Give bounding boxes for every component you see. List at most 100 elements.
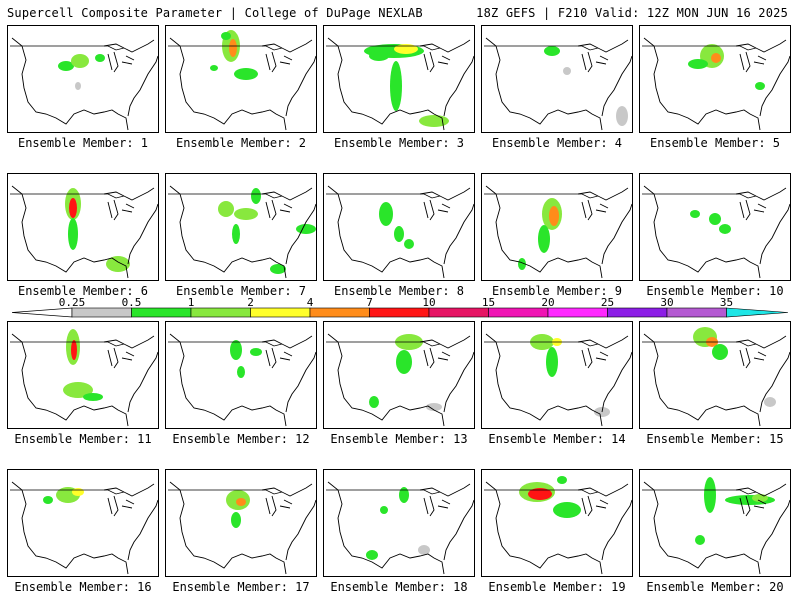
ensemble-member-map (323, 25, 475, 133)
scp-contour-area (426, 403, 442, 411)
map-boundary (419, 43, 451, 73)
conus-map (10, 185, 158, 279)
ensemble-member-map (165, 469, 317, 577)
scp-contour-area (709, 213, 721, 225)
colorbar-segment (190, 307, 251, 318)
map-boundary (642, 483, 787, 497)
map-boundary (484, 39, 629, 53)
conus-map (168, 333, 316, 427)
colorbar-tick-label: 15 (481, 296, 496, 309)
map-boundary (10, 335, 155, 349)
map-boundary (642, 335, 787, 349)
conus-map (484, 333, 632, 427)
map-boundary (735, 43, 767, 73)
ensemble-member-map (7, 173, 159, 281)
scp-contour-area (75, 82, 81, 90)
map-boundary (643, 333, 790, 427)
conus-map (484, 476, 632, 575)
map-boundary (169, 333, 316, 427)
map-boundary (484, 335, 629, 349)
colorbar-tick-label: 7 (366, 296, 373, 309)
map-boundary (103, 487, 135, 517)
scp-contour-area (250, 348, 262, 356)
scp-contour-area (695, 535, 705, 545)
ensemble-member-map (639, 25, 791, 133)
map-boundary (10, 187, 155, 201)
ensemble-member-map (7, 321, 159, 429)
ensemble-member-label: Ensemble Member: 19 (488, 580, 626, 594)
map-boundary (261, 487, 293, 517)
conus-map (642, 37, 790, 131)
scp-contour-area (71, 54, 89, 68)
conus-map (326, 333, 474, 427)
ensemble-member-label: Ensemble Member: 17 (172, 580, 310, 594)
scp-contour-area (764, 397, 776, 407)
colorbar-tick-label: 30 (660, 296, 674, 309)
ensemble-member-map (7, 469, 159, 577)
scp-contour-area (106, 256, 130, 272)
map-boundary (643, 185, 790, 279)
ensemble-member-map (165, 321, 317, 429)
colorbar-max-arrow (726, 307, 789, 318)
map-boundary (577, 43, 609, 73)
map-boundary (485, 37, 632, 131)
scp-contour-area (528, 488, 552, 500)
map-boundary (642, 187, 787, 201)
ensemble-member-label: Ensemble Member: 2 (175, 136, 307, 150)
map-boundary (485, 185, 632, 279)
map-boundary (11, 185, 158, 279)
scp-contour-area (369, 396, 379, 408)
map-boundary (11, 37, 158, 131)
scp-contour-area (72, 488, 84, 496)
map-boundary (326, 483, 471, 497)
colorbar-tick-label: 0.5 (121, 296, 142, 309)
scp-contour-area (399, 487, 409, 503)
conus-map (168, 185, 316, 279)
colorbar-tick-label: 2 (247, 296, 254, 309)
map-boundary (643, 481, 790, 575)
colorbar-segment (666, 307, 727, 318)
scp-contour-area (394, 226, 404, 242)
map-boundary (327, 333, 474, 427)
map-boundary (11, 333, 158, 427)
scp-contour-area (69, 198, 77, 218)
scp-contour-area (232, 224, 240, 244)
scp-contour-area (719, 224, 731, 234)
scp-contour-area (712, 344, 728, 360)
map-boundary (326, 335, 471, 349)
ensemble-member-map (481, 321, 633, 429)
ensemble-member-map (639, 321, 791, 429)
scp-contour-area (390, 61, 402, 111)
colorbar-segment (309, 307, 370, 318)
colorbar-segment (131, 307, 192, 318)
map-boundary (326, 39, 471, 53)
ensemble-member-map (7, 25, 159, 133)
conus-map (484, 185, 632, 279)
ensemble-member-label: Ensemble Member: 13 (330, 432, 468, 446)
conus-map (10, 37, 158, 131)
scp-contour-area (251, 188, 261, 204)
scp-contour-area (236, 498, 246, 506)
scp-contour-area (230, 340, 242, 360)
colorbar-segment (369, 307, 430, 318)
ensemble-member-label: Ensemble Member: 18 (330, 580, 468, 594)
map-boundary (419, 487, 451, 517)
map-boundary (485, 481, 632, 575)
colorbar-tick-label: 1 (187, 296, 195, 309)
ensemble-member-map (165, 173, 317, 281)
colorbar-segment (488, 307, 549, 318)
scp-contour-area (396, 350, 412, 374)
map-boundary (11, 481, 158, 575)
scp-contour-area (43, 496, 53, 504)
ensemble-member-label: Ensemble Member: 7 (175, 284, 307, 298)
scp-contour-area (711, 53, 721, 63)
ensemble-member-label: Ensemble Member: 15 (646, 432, 784, 446)
scp-contour-area (755, 82, 765, 90)
scp-contour-area (418, 545, 430, 555)
scp-contour-area (234, 208, 258, 220)
ensemble-member-map (639, 173, 791, 281)
scp-contour-area (229, 39, 237, 57)
scp-contour-area (380, 506, 388, 514)
conus-map (10, 329, 158, 427)
scp-contour-area (234, 68, 258, 80)
